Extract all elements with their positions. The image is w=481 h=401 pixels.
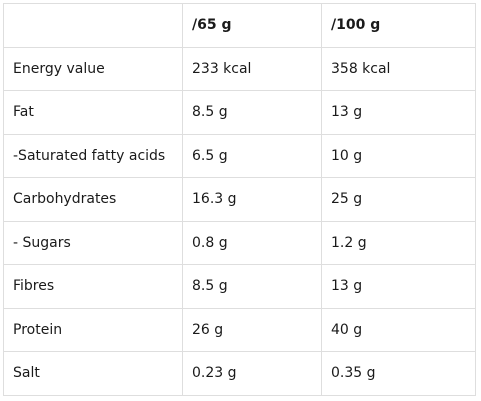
value-per-65g: 8.5 g: [182, 90, 322, 135]
nutrient-name: Salt: [3, 351, 183, 396]
value-per-100g: 10 g: [321, 133, 476, 178]
value-per-100g: 13 g: [321, 90, 476, 135]
nutrient-name: Energy value: [3, 46, 183, 91]
table-row: Salt 0.23 g 0.35 g: [3, 351, 476, 396]
value-per-65g: 16.3 g: [182, 177, 322, 222]
table-row: Protein 26 g 40 g: [3, 307, 476, 352]
value-per-100g: 1.2 g: [321, 220, 476, 265]
table-row: Energy value 233 kcal 358 kcal: [3, 46, 476, 91]
value-per-100g: 0.35 g: [321, 351, 476, 396]
nutrient-name: - Sugars: [3, 220, 183, 265]
table-header-row: /65 g /100 g: [3, 3, 476, 48]
value-per-65g: 233 kcal: [182, 46, 322, 91]
header-per-65g: /65 g: [182, 3, 322, 48]
nutrient-name: Fibres: [3, 264, 183, 309]
nutrient-name: Protein: [3, 307, 183, 352]
nutrient-name: Fat: [3, 90, 183, 135]
header-per-100g: /100 g: [321, 3, 476, 48]
table-row: Carbohydrates 16.3 g 25 g: [3, 177, 476, 222]
table-row: -Saturated fatty acids 6.5 g 10 g: [3, 133, 476, 178]
value-per-100g: 25 g: [321, 177, 476, 222]
table-row: - Sugars 0.8 g 1.2 g: [3, 220, 476, 265]
value-per-100g: 358 kcal: [321, 46, 476, 91]
header-nutrient: [3, 3, 183, 48]
value-per-65g: 0.8 g: [182, 220, 322, 265]
nutrition-table: /65 g /100 g Energy value 233 kcal 358 k…: [3, 3, 476, 396]
value-per-65g: 6.5 g: [182, 133, 322, 178]
nutrient-name: Carbohydrates: [3, 177, 183, 222]
value-per-65g: 26 g: [182, 307, 322, 352]
value-per-65g: 0.23 g: [182, 351, 322, 396]
value-per-100g: 13 g: [321, 264, 476, 309]
table-row: Fibres 8.5 g 13 g: [3, 264, 476, 309]
value-per-100g: 40 g: [321, 307, 476, 352]
value-per-65g: 8.5 g: [182, 264, 322, 309]
table-row: Fat 8.5 g 13 g: [3, 90, 476, 135]
nutrient-name: -Saturated fatty acids: [3, 133, 183, 178]
